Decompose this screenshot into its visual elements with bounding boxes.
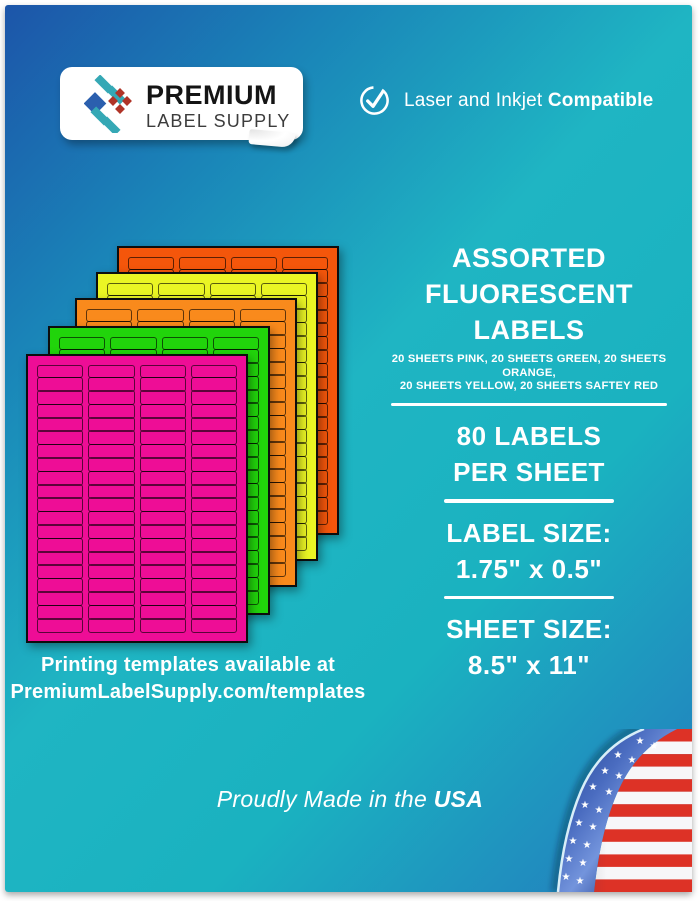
divider xyxy=(444,499,614,503)
brand-subname: LABEL SUPPLY xyxy=(146,111,291,131)
product-info-column: ASSORTED FLUORESCENT LABELS 20 SHEETS PI… xyxy=(368,240,690,683)
diamond-grid-logo-icon xyxy=(84,75,132,133)
made-in-usa-text: Proudly Made in the USA xyxy=(100,786,600,813)
spec-labels-per-sheet-line1: 80 LABELS xyxy=(456,421,602,451)
flag-stars: ★ ★ ★ ★ ★ ★ ★ ★ ★ ★ ★ ★ ★ ★ ★ ★ ★ ★ xyxy=(562,736,659,887)
flag-star-field xyxy=(558,729,677,892)
spec-labels-per-sheet-line2: PER SHEET xyxy=(453,457,605,487)
svg-text:★: ★ xyxy=(579,858,588,869)
svg-text:★: ★ xyxy=(589,822,598,833)
check-circle-icon xyxy=(360,86,389,115)
headline-line2: FLUORESCENT LABELS xyxy=(425,279,633,345)
divider xyxy=(391,402,667,406)
subheadline-line1: 20 SHEETS PINK, 20 SHEETS GREEN, 20 SHEE… xyxy=(391,353,667,379)
compatibility-bold: Compatible xyxy=(547,89,654,111)
svg-text:★: ★ xyxy=(583,840,592,851)
brand-name: PREMIUM xyxy=(146,80,277,110)
svg-text:★: ★ xyxy=(636,736,645,747)
svg-text:★: ★ xyxy=(562,872,571,883)
divider xyxy=(444,595,614,599)
headline-line1: ASSORTED xyxy=(451,243,607,273)
compatibility-prefix: Laser and Inkjet xyxy=(404,89,543,111)
subheadline-line2: 20 SHEETS YELLOW, 20 SHEETS SAFTEY RED xyxy=(399,380,659,392)
compatibility-row: Laser and Inkjet Compatible xyxy=(358,84,653,117)
svg-text:★: ★ xyxy=(589,782,598,793)
svg-text:★: ★ xyxy=(595,805,604,816)
made-in-usa-prefix: Proudly Made in the xyxy=(216,786,428,812)
svg-text:★: ★ xyxy=(581,800,590,811)
spec-sheet-size-line1: SHEET SIZE: xyxy=(446,614,612,644)
spec-sheet-size-line2: 8.5" x 11" xyxy=(467,650,591,680)
svg-text:★: ★ xyxy=(605,787,614,798)
us-flag-page-curl-icon: ★ ★ ★ ★ ★ ★ ★ ★ ★ ★ ★ ★ ★ ★ ★ ★ ★ ★ xyxy=(551,729,692,892)
svg-text:★: ★ xyxy=(569,836,578,847)
svg-text:★: ★ xyxy=(601,766,610,777)
spec-label-size-line2: 1.75" x 0.5" xyxy=(455,553,603,584)
svg-text:★: ★ xyxy=(628,755,637,766)
templates-note: Printing templates available at PremiumL… xyxy=(2,652,374,706)
spec-label-size-line1: LABEL SIZE: xyxy=(446,517,612,548)
flag-curl-edge-highlight xyxy=(556,729,645,892)
svg-text:★: ★ xyxy=(650,741,659,752)
svg-text:★: ★ xyxy=(614,750,623,761)
made-in-usa-bold: USA xyxy=(433,786,484,812)
templates-note-url: PremiumLabelSupply.com/templates xyxy=(10,681,366,703)
svg-text:★: ★ xyxy=(565,854,574,865)
flag-curl-shadow xyxy=(551,729,642,892)
compatibility-text: Laser and Inkjet Compatible xyxy=(404,90,653,112)
svg-text:★: ★ xyxy=(575,818,584,829)
svg-text:★: ★ xyxy=(576,876,585,887)
svg-text:★: ★ xyxy=(615,771,624,782)
brand-logo-box: PREMIUM LABEL SUPPLY xyxy=(60,67,303,140)
templates-note-line1: Printing templates available at xyxy=(40,654,336,676)
